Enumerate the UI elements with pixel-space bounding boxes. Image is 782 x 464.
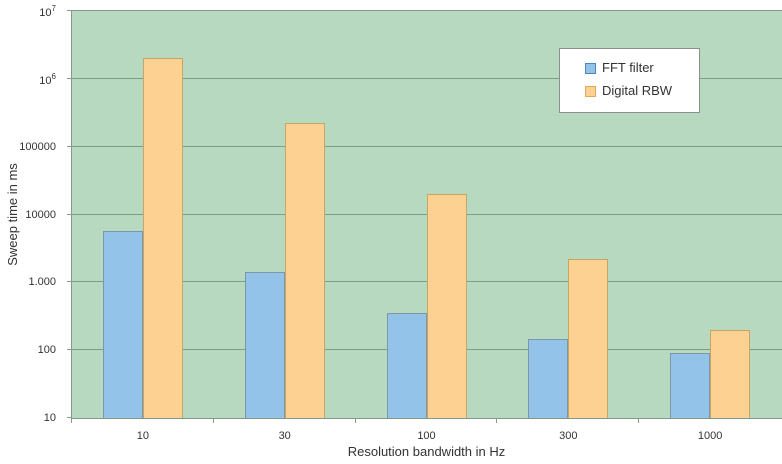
y-axis-tick-label: 107 xyxy=(39,4,56,19)
legend-label: FFT filter xyxy=(602,60,654,75)
bar-digital-rbw-300 xyxy=(568,259,608,418)
bar-digital-rbw-1000 xyxy=(710,329,750,418)
legend-entry-digital-rbw: Digital RBW xyxy=(585,84,699,98)
x-axis-tick xyxy=(496,419,497,423)
legend-label: Digital RBW xyxy=(602,83,673,98)
x-axis-tick-label: 10 xyxy=(136,430,150,442)
x-axis-tick-label: 100 xyxy=(417,430,436,442)
y-axis-tick-label: 100000 xyxy=(19,140,56,153)
y-axis-tick-label: 106 xyxy=(39,72,56,87)
x-axis-tick-label: 30 xyxy=(278,430,291,442)
x-axis-tick xyxy=(355,419,356,423)
bar-fft-filter-300 xyxy=(528,339,568,418)
y-axis-tick xyxy=(67,281,72,283)
y-axis-tick xyxy=(67,349,72,351)
y-axis-tick xyxy=(67,77,72,79)
bar-fft-filter-10 xyxy=(103,230,143,418)
bar-digital-rbw-30 xyxy=(285,123,325,418)
legend-entry-fft-filter: FFT filter xyxy=(585,61,699,75)
x-axis-tick xyxy=(638,419,639,423)
y-axis-tick xyxy=(67,417,72,418)
y-axis-tick xyxy=(67,145,72,147)
gridline xyxy=(72,77,782,79)
x-axis-tick xyxy=(71,419,72,423)
y-axis-tick-label: 100 xyxy=(37,344,56,357)
x-axis-tick-label: 300 xyxy=(559,430,578,442)
y-axis-tick xyxy=(67,213,72,215)
bar-digital-rbw-100 xyxy=(427,194,467,418)
gridline xyxy=(72,145,782,147)
bar-fft-filter-30 xyxy=(245,272,285,418)
x-axis-title: Resolution bandwidth in Hz xyxy=(347,444,506,459)
bar-fft-filter-100 xyxy=(387,313,427,418)
y-axis-tick-label: 10 xyxy=(43,412,56,424)
bar-digital-rbw-10 xyxy=(143,58,183,418)
y-axis-title-wrap: Sweep time in ms xyxy=(2,10,22,419)
bar-fft-filter-1000 xyxy=(670,353,710,418)
y-axis-tick xyxy=(67,10,72,11)
fft-filter-swatch-icon xyxy=(585,62,596,74)
x-axis-tick-label: 1000 xyxy=(697,430,723,442)
y-axis-tick-label: 10000 xyxy=(25,208,56,221)
x-axis-tick xyxy=(213,419,214,423)
y-axis-tick-label: 1.000 xyxy=(28,276,56,289)
digital-rbw-swatch-icon xyxy=(585,85,596,97)
y-axis-title: Sweep time in ms xyxy=(4,163,20,266)
legend: FFT filter Digital RBW xyxy=(559,48,700,113)
